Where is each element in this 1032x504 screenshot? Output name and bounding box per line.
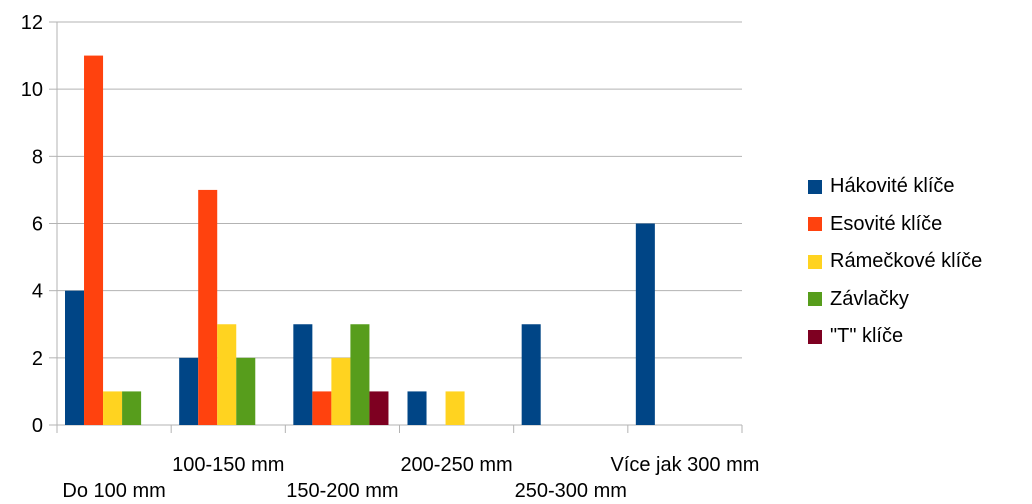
legend-swatch (808, 254, 822, 269)
legend: Hákovité klíče Esovité klíče Rámečkové klí… (808, 168, 982, 356)
bar (293, 324, 313, 425)
legend-swatch (808, 217, 822, 232)
bar (445, 391, 465, 425)
bar (635, 223, 655, 425)
bar (179, 357, 199, 425)
legend-label: Závlačky (830, 287, 909, 310)
legend-item: Závlačky (808, 281, 982, 319)
y-tick-label: 4 (32, 281, 43, 303)
bar (331, 357, 351, 425)
bar (198, 189, 218, 425)
bar (217, 324, 237, 425)
legend-item: Hákovité klíče (808, 168, 982, 206)
bar (122, 391, 142, 425)
y-tick-label: 12 (21, 12, 43, 34)
legend-item: "T" klíče (808, 318, 982, 356)
legend-label: "T" klíče (830, 325, 904, 348)
legend-label: Hákovité klíče (830, 175, 955, 198)
legend-item: Rámečkové klíče (808, 243, 982, 281)
legend-swatch (808, 329, 822, 344)
y-tick-label: 10 (21, 79, 43, 101)
bar (84, 55, 104, 425)
x-tick-label: 250-300 mm (515, 480, 627, 499)
bar (521, 324, 541, 425)
y-tick-label: 0 (32, 415, 43, 437)
bar (312, 391, 332, 425)
y-tick-label: 6 (32, 214, 43, 236)
y-tick-label: 8 (32, 146, 43, 168)
legend-item: Esovité klíče (808, 206, 982, 244)
x-tick-label: 200-250 mm (400, 454, 512, 476)
legend-swatch (808, 179, 822, 194)
legend-label: Esovité klíče (830, 212, 943, 235)
x-tick-label: Do 100 mm (62, 480, 165, 499)
bar (350, 324, 370, 425)
legend-swatch (808, 292, 822, 307)
bar (65, 290, 85, 425)
x-tick-label: 150-200 mm (286, 480, 398, 499)
x-tick-label: Více jak 300 mm (610, 454, 759, 476)
x-tick-label: 100-150 mm (172, 454, 284, 476)
legend-label: Rámečkové klíče (830, 250, 983, 273)
bar (103, 391, 123, 425)
bar (369, 391, 389, 425)
bar (407, 391, 427, 425)
bar (236, 357, 256, 425)
y-tick-label: 2 (32, 348, 43, 370)
